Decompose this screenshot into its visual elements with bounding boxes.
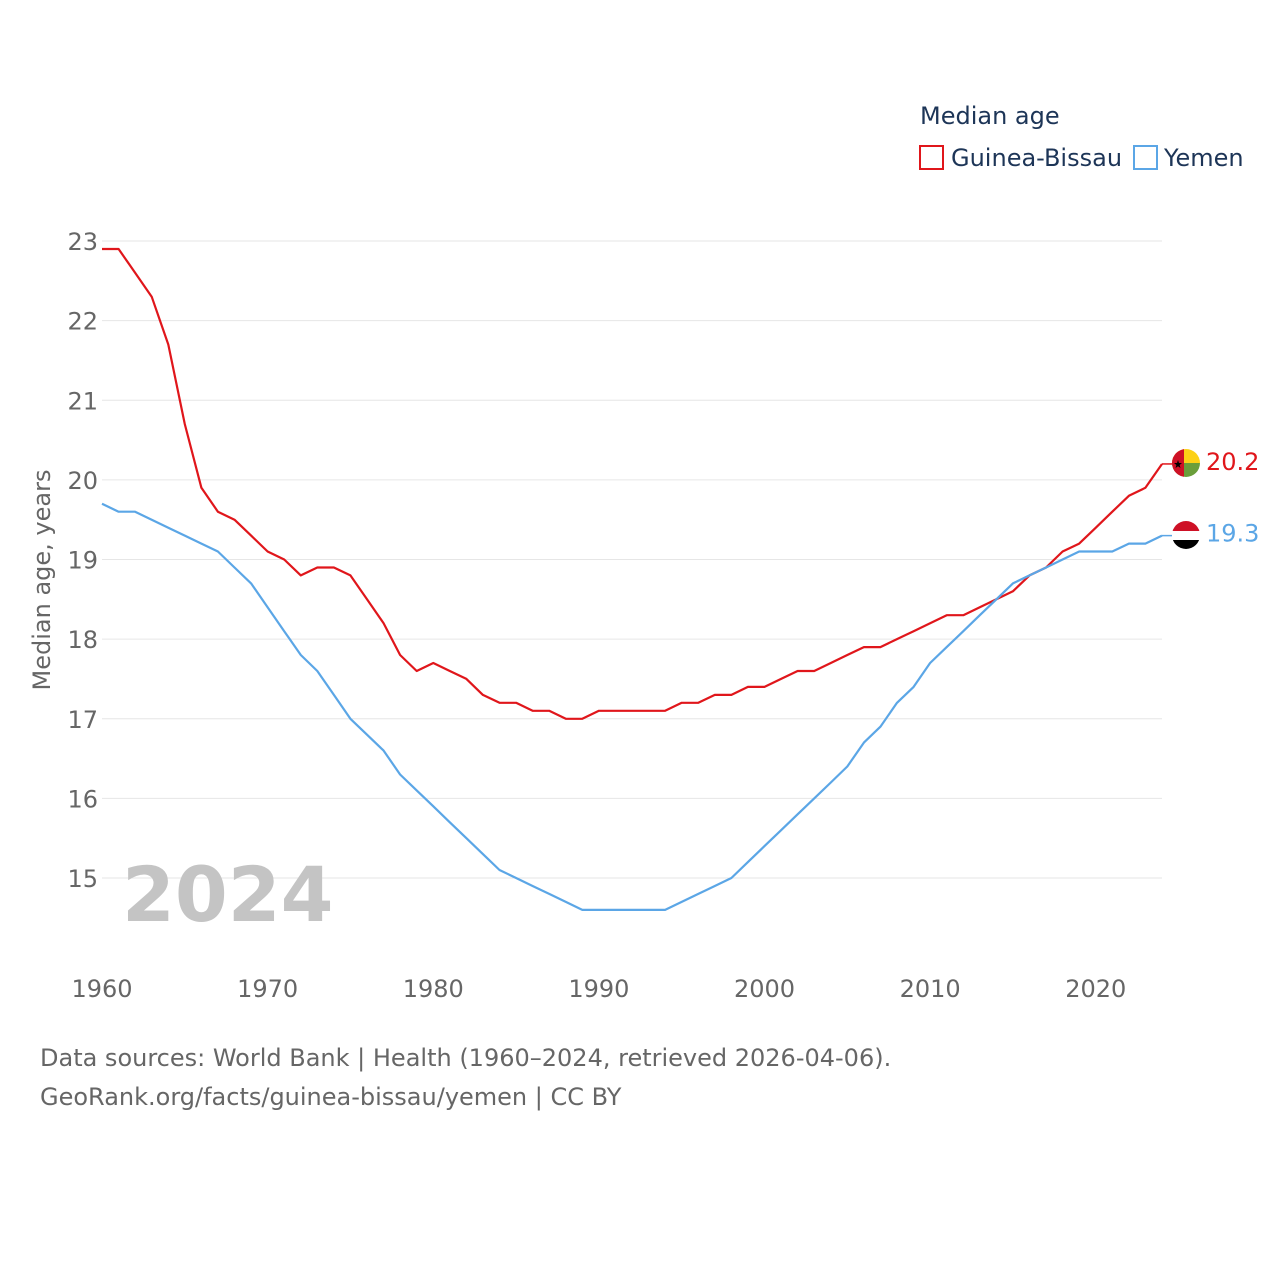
- series-line-yemen: [101, 502, 1163, 912]
- y-tick-label: 15: [67, 865, 98, 893]
- guinea-bissau-flag-icon: [1172, 449, 1200, 477]
- legend-label-guinea-bissau: Guinea-Bissau: [951, 144, 1122, 172]
- x-tick-label: 2020: [1065, 975, 1126, 1003]
- legend-swatch-yemen: [1133, 145, 1158, 170]
- end-labels: 20.2 19.3: [1162, 448, 1259, 548]
- x-tick-label: 1990: [568, 975, 629, 1003]
- y-tick-label: 17: [67, 706, 98, 734]
- series-lines: [101, 247, 1163, 912]
- end-label-yemen: 19.3: [1206, 520, 1259, 548]
- y-tick-label: 19: [67, 547, 98, 575]
- yemen-flag-icon: [1172, 521, 1200, 549]
- data-sources-note: Data sources: World Bank | Health (1960–…: [40, 1044, 892, 1072]
- x-tick-label: 1960: [71, 975, 132, 1003]
- legend-title: Median age: [920, 102, 1060, 130]
- license-link[interactable]: GeoRank.org/facts/guinea-bissau/yemen | …: [40, 1083, 622, 1111]
- y-tick-label: 23: [67, 228, 98, 256]
- grid-lines: [102, 240, 1162, 879]
- y-tick-label: 16: [67, 785, 98, 813]
- x-tick-label: 2010: [900, 975, 961, 1003]
- y-tick-label: 21: [67, 387, 98, 415]
- legend: Median age Guinea-Bissau Yemen: [919, 102, 1244, 172]
- series-line-guinea-bissau: [102, 247, 1163, 720]
- y-tick-label: 22: [67, 308, 98, 336]
- x-axis-ticks: 1960 1970 1980 1990 2000 2010 2020: [71, 975, 1126, 1003]
- y-tick-label: 20: [67, 467, 98, 495]
- end-label-guinea-bissau: 20.2: [1206, 448, 1259, 476]
- y-axis-label: Median age, years: [28, 470, 56, 691]
- x-tick-label: 1980: [403, 975, 464, 1003]
- y-tick-label: 18: [67, 626, 98, 654]
- legend-swatch-guinea-bissau: [919, 145, 944, 170]
- legend-item-yemen[interactable]: Yemen: [1133, 144, 1244, 172]
- y-axis-ticks: 15 16 17 18 19 20 21 22 23: [67, 228, 98, 893]
- x-tick-label: 1970: [237, 975, 298, 1003]
- year-watermark: 2024: [122, 850, 334, 939]
- median-age-chart: 15 16 17 18 19 20 21 22 23 1960 1970 1980 1990 2000 2…: [28, 102, 1259, 1003]
- legend-item-guinea-bissau[interactable]: Guinea-Bissau: [919, 144, 1122, 172]
- legend-label-yemen: Yemen: [1163, 144, 1244, 172]
- x-tick-label: 2000: [734, 975, 795, 1003]
